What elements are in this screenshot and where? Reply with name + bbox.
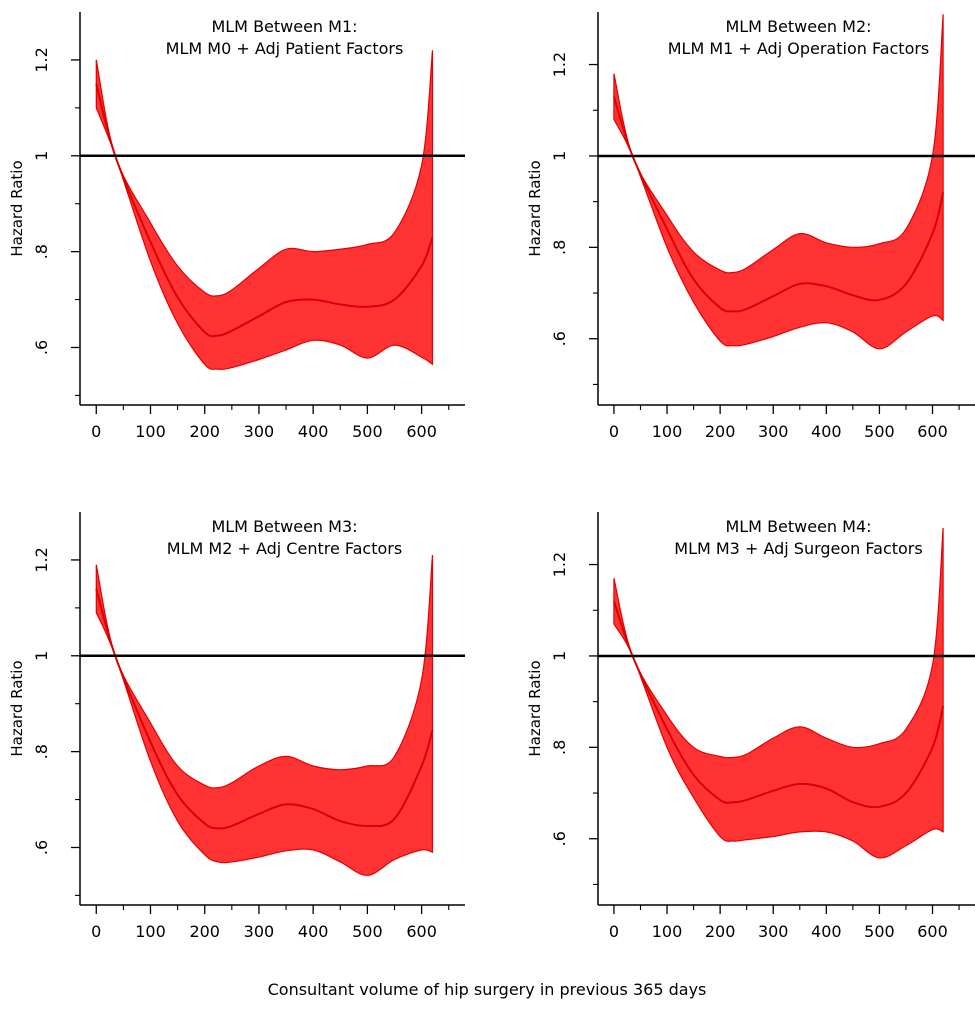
x-tick-label: 100	[135, 922, 166, 941]
x-tick-label: 200	[705, 422, 736, 441]
x-tick-label: 0	[91, 422, 101, 441]
x-tick-label: 0	[609, 922, 619, 941]
panel-title-line2: MLM M0 + Adj Patient Factors	[166, 39, 404, 58]
y-tick-label: .8	[32, 744, 51, 759]
panel-title-line2: MLM M2 + Adj Centre Factors	[167, 539, 402, 558]
x-tick-label: 400	[298, 922, 329, 941]
panel-title-line1: MLM Between M1:	[211, 17, 357, 36]
chart-panel-2: 0 100 200 300 400 500 600 .6 .8 1 1.2 Hazard Ratio M…	[526, 12, 975, 441]
y-axis-label: Hazard Ratio	[8, 660, 26, 756]
x-tick-label: 500	[352, 422, 383, 441]
x-tick-label: 500	[864, 422, 895, 441]
x-tick-label: 600	[917, 422, 948, 441]
x-tick-label: 300	[244, 422, 275, 441]
confidence-band	[95, 50, 434, 370]
y-tick-label: 1	[32, 651, 51, 661]
x-tick-label: 600	[406, 922, 437, 941]
x-tick-label: 600	[406, 422, 437, 441]
x-tick-label: 0	[609, 422, 619, 441]
x-tick-label: 100	[652, 922, 683, 941]
x-tick-label: 400	[298, 422, 329, 441]
y-tick-label: 1.2	[550, 52, 569, 77]
x-tick-label: 500	[864, 922, 895, 941]
panel-title-line1: MLM Between M4:	[725, 517, 871, 536]
x-tick-label: 400	[811, 922, 842, 941]
y-tick-label: .8	[32, 244, 51, 259]
y-tick-label: 1	[550, 151, 569, 161]
y-tick-label: 1.2	[550, 552, 569, 577]
x-tick-label: 100	[652, 422, 683, 441]
confidence-band	[613, 527, 944, 859]
y-tick-label: 1	[550, 651, 569, 661]
estimate-line	[612, 600, 945, 809]
x-tick-label: 200	[189, 922, 220, 941]
chart-panel-1: 0 100 200 300 400 500 600 .6 .8 1 1.2 Hazard Ratio M…	[8, 12, 465, 441]
estimate-line	[612, 96, 945, 313]
x-tick-label: 600	[917, 922, 948, 941]
estimate-line	[95, 83, 434, 338]
y-tick-label: .8	[550, 240, 569, 255]
y-tick-label: 1.2	[32, 547, 51, 572]
x-tick-label: 100	[135, 422, 166, 441]
y-tick-label: .6	[550, 331, 569, 346]
chart-panel-4: 0 100 200 300 400 500 600 .6 .8 1 1.2 Hazard Ratio M…	[526, 512, 975, 941]
x-tick-label: 0	[91, 922, 101, 941]
y-axis-label: Hazard Ratio	[8, 160, 26, 256]
x-tick-label: 200	[189, 422, 220, 441]
estimate-line	[95, 588, 434, 830]
chart-panel-3: 0 100 200 300 400 500 600 .6 .8 1 1.2 Hazard Ratio M…	[8, 512, 465, 941]
x-tick-label: 300	[244, 922, 275, 941]
y-tick-label: .8	[550, 740, 569, 755]
x-tick-label: 300	[758, 922, 789, 941]
x-tick-label: 200	[705, 922, 736, 941]
x-tick-label: 300	[758, 422, 789, 441]
y-axis-label: Hazard Ratio	[526, 160, 544, 256]
x-tick-label: 400	[811, 422, 842, 441]
panel-title-line1: MLM Between M2:	[725, 17, 871, 36]
y-axis-label: Hazard Ratio	[526, 660, 544, 756]
confidence-band	[95, 555, 434, 876]
y-tick-label: .6	[32, 340, 51, 355]
y-tick-label: .6	[32, 840, 51, 855]
panel-title-line2: MLM M1 + Adj Operation Factors	[668, 39, 930, 58]
y-tick-label: 1	[32, 151, 51, 161]
panel-title-line2: MLM M3 + Adj Surgeon Factors	[674, 539, 922, 558]
x-tick-label: 500	[352, 922, 383, 941]
y-tick-label: .6	[550, 831, 569, 846]
x-axis-label: Consultant volume of hip surgery in prev…	[268, 980, 707, 999]
panel-title-line1: MLM Between M3:	[211, 517, 357, 536]
confidence-band	[613, 14, 944, 350]
y-tick-label: 1.2	[32, 47, 51, 72]
